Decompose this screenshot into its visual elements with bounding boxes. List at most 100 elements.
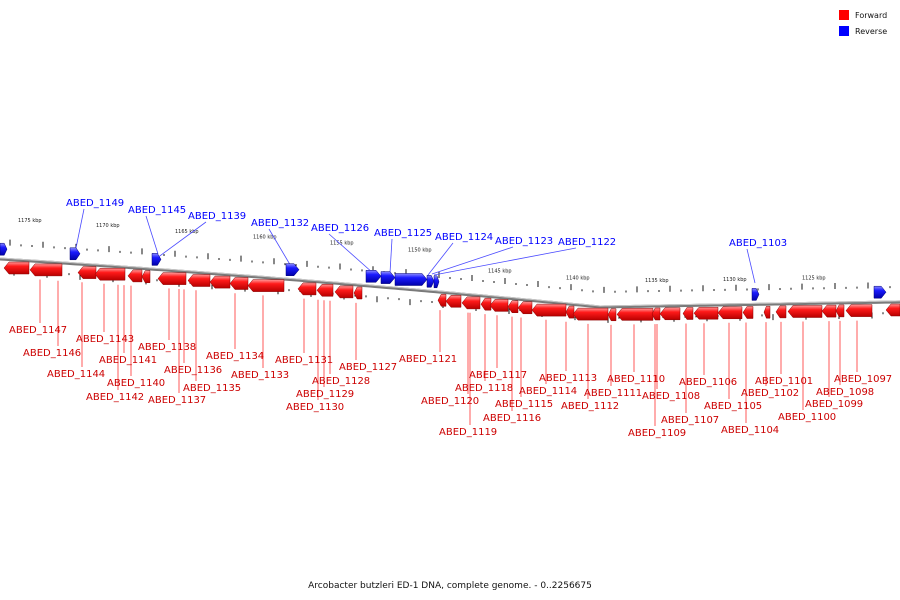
forward-gene-arrow[interactable]	[717, 306, 743, 320]
forward-gene-arrow[interactable]	[507, 300, 519, 313]
reverse-gene-arrow[interactable]	[394, 273, 428, 286]
forward-gene-label[interactable]: ABED_1105	[704, 401, 762, 412]
forward-gene-arrow[interactable]	[742, 306, 754, 319]
forward-gene-label[interactable]: ABED_1108	[642, 391, 700, 402]
forward-gene-label[interactable]: ABED_1142	[86, 392, 144, 403]
reverse-gene-label[interactable]: ABED_1123	[495, 236, 553, 247]
forward-gene-label[interactable]: ABED_1112	[561, 401, 619, 412]
forward-gene-label[interactable]: ABED_1136	[164, 365, 222, 376]
reverse-gene-arrow[interactable]	[873, 285, 887, 299]
forward-gene-arrow[interactable]	[845, 304, 873, 317]
forward-gene-arrow[interactable]	[821, 304, 837, 318]
forward-gene-label[interactable]: ABED_1140	[107, 378, 165, 389]
forward-gene-arrow[interactable]	[77, 266, 97, 279]
forward-gene-arrow[interactable]	[565, 305, 575, 319]
forward-gene-label[interactable]: ABED_1141	[99, 355, 157, 366]
forward-gene-arrow[interactable]	[187, 274, 211, 287]
forward-gene-label[interactable]: ABED_1107	[661, 415, 719, 426]
forward-gene-label[interactable]: ABED_1135	[183, 383, 241, 394]
forward-gene-label[interactable]: ABED_1146	[23, 348, 81, 359]
reverse-gene-arrow[interactable]	[433, 275, 440, 289]
forward-gene-arrow[interactable]	[445, 295, 462, 308]
forward-gene-label[interactable]: ABED_1113	[539, 373, 597, 384]
reverse-gene-arrow[interactable]	[0, 242, 8, 256]
reverse-gene-arrow[interactable]	[365, 270, 382, 283]
forward-gene-label[interactable]: ABED_1138	[138, 342, 196, 353]
forward-gene-arrow[interactable]	[247, 279, 285, 292]
reverse-gene-arrow[interactable]	[751, 288, 760, 301]
forward-gene-arrow[interactable]	[616, 308, 654, 321]
forward-gene-arrow[interactable]	[763, 305, 771, 319]
forward-gene-arrow[interactable]	[659, 307, 681, 321]
forward-gene-label[interactable]: ABED_1130	[286, 402, 344, 413]
forward-gene-label[interactable]: ABED_1100	[778, 412, 836, 423]
reverse-gene-arrow[interactable]	[151, 253, 162, 266]
forward-gene-arrow[interactable]	[572, 307, 609, 321]
forward-gene-arrow[interactable]	[480, 297, 492, 311]
reverse-gene-arrow[interactable]	[69, 247, 81, 261]
forward-gene-label[interactable]: ABED_1102	[741, 388, 799, 399]
forward-gene-label[interactable]: ABED_1104	[721, 425, 779, 436]
forward-gene-arrow[interactable]	[531, 303, 567, 317]
forward-gene-arrow[interactable]	[885, 303, 900, 317]
forward-gene-arrow[interactable]	[437, 294, 447, 307]
forward-gene-arrow[interactable]	[835, 304, 845, 318]
reverse-gene-label[interactable]: ABED_1139	[188, 211, 246, 222]
forward-gene-label[interactable]: ABED_1117	[469, 370, 527, 381]
forward-gene-arrow[interactable]	[316, 284, 334, 297]
forward-gene-arrow[interactable]	[141, 270, 151, 283]
reverse-gene-label[interactable]: ABED_1125	[374, 228, 432, 239]
reverse-gene-label[interactable]: ABED_1122	[558, 237, 616, 248]
forward-gene-arrow[interactable]	[229, 277, 249, 290]
forward-gene-label[interactable]: ABED_1114	[519, 386, 577, 397]
reverse-gene-label[interactable]: ABED_1103	[729, 238, 787, 249]
forward-gene-label[interactable]: ABED_1120	[421, 396, 479, 407]
forward-gene-arrow[interactable]	[607, 308, 617, 322]
forward-gene-arrow[interactable]	[787, 305, 823, 318]
forward-gene-arrow[interactable]	[693, 306, 719, 320]
forward-gene-label[interactable]: ABED_1143	[76, 334, 134, 345]
forward-gene-label[interactable]: ABED_1111	[584, 388, 642, 399]
forward-gene-arrow[interactable]	[334, 285, 354, 299]
reverse-gene-label[interactable]: ABED_1126	[311, 223, 369, 234]
reverse-gene-arrow[interactable]	[426, 275, 435, 288]
forward-gene-label[interactable]: ABED_1115	[495, 399, 553, 410]
forward-gene-label[interactable]: ABED_1098	[816, 387, 874, 398]
forward-gene-arrow[interactable]	[775, 305, 787, 319]
forward-gene-label[interactable]: ABED_1147	[9, 325, 67, 336]
forward-gene-label[interactable]: ABED_1134	[206, 351, 264, 362]
forward-gene-label[interactable]: ABED_1131	[275, 355, 333, 366]
forward-gene-arrow[interactable]	[3, 261, 30, 275]
forward-gene-label[interactable]: ABED_1097	[834, 374, 892, 385]
forward-gene-label[interactable]: ABED_1128	[312, 376, 370, 387]
reverse-gene-label[interactable]: ABED_1124	[435, 232, 493, 243]
forward-gene-label[interactable]: ABED_1119	[439, 427, 497, 438]
forward-gene-arrow[interactable]	[209, 275, 231, 289]
forward-gene-arrow[interactable]	[489, 299, 509, 312]
forward-gene-arrow[interactable]	[157, 272, 187, 285]
forward-gene-label[interactable]: ABED_1133	[231, 370, 289, 381]
forward-gene-label[interactable]: ABED_1101	[755, 376, 813, 387]
forward-gene-arrow[interactable]	[353, 286, 363, 300]
forward-gene-arrow[interactable]	[682, 307, 694, 320]
forward-gene-arrow[interactable]	[517, 301, 533, 315]
forward-gene-label[interactable]: ABED_1118	[455, 383, 513, 394]
forward-gene-arrow[interactable]	[127, 269, 143, 283]
forward-gene-label[interactable]: ABED_1129	[296, 389, 354, 400]
forward-gene-arrow[interactable]	[94, 267, 126, 281]
forward-gene-label[interactable]: ABED_1109	[628, 428, 686, 439]
reverse-gene-label[interactable]: ABED_1132	[251, 218, 309, 229]
forward-gene-label[interactable]: ABED_1110	[607, 374, 665, 385]
forward-gene-label[interactable]: ABED_1106	[679, 377, 737, 388]
forward-gene-arrow[interactable]	[297, 282, 317, 296]
forward-gene-label[interactable]: ABED_1116	[483, 413, 541, 424]
forward-gene-label[interactable]: ABED_1121	[399, 354, 457, 365]
forward-gene-arrow[interactable]	[461, 296, 481, 310]
reverse-gene-arrow[interactable]	[380, 271, 396, 284]
forward-gene-label[interactable]: ABED_1137	[148, 395, 206, 406]
forward-gene-arrow[interactable]	[29, 263, 63, 277]
forward-gene-label[interactable]: ABED_1099	[805, 399, 863, 410]
reverse-gene-label[interactable]: ABED_1149	[66, 198, 124, 209]
reverse-gene-arrow[interactable]	[285, 263, 300, 276]
forward-gene-label[interactable]: ABED_1127	[339, 362, 397, 373]
